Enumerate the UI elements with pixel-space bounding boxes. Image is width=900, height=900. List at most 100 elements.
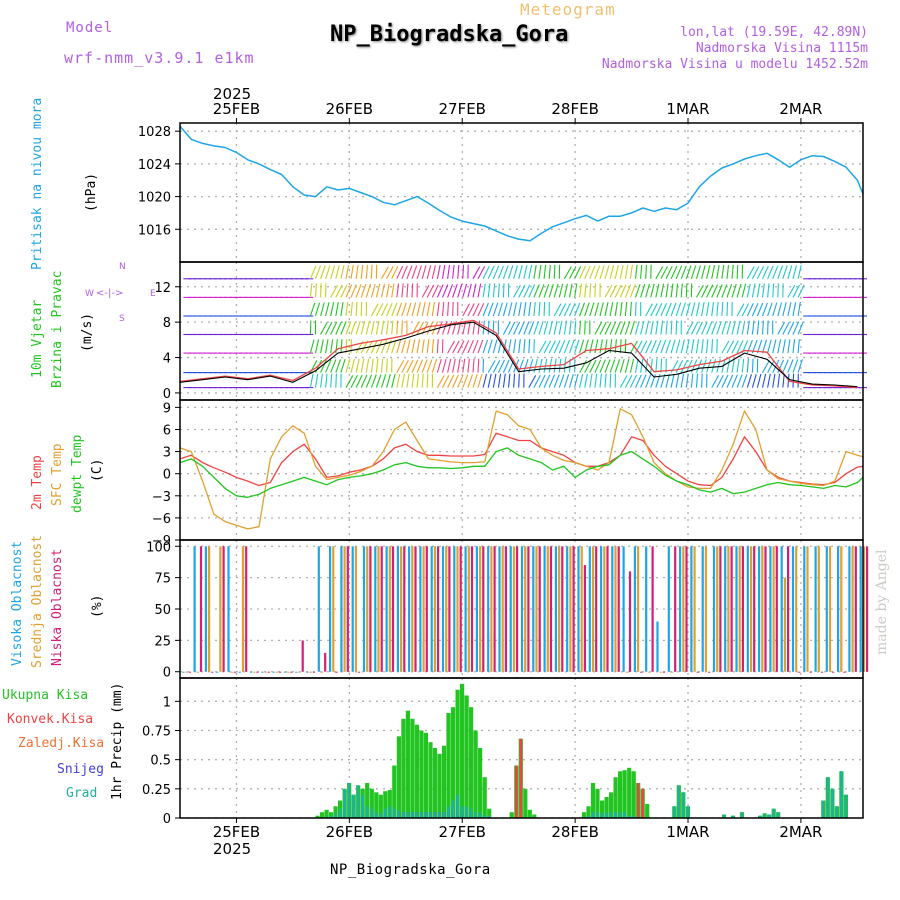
mid-cloud-bar — [230, 671, 233, 673]
wind-arrow — [640, 358, 644, 373]
graupel-bar — [763, 813, 766, 818]
wind-arrow — [325, 373, 328, 388]
wind-arrow — [472, 283, 477, 298]
wind-arrow — [523, 339, 526, 354]
mid-cloud-bar — [716, 546, 719, 672]
wind-arrow — [513, 373, 516, 388]
wind-arrow — [762, 360, 770, 373]
wind-arrow — [467, 303, 475, 317]
wind-arrow — [320, 265, 326, 279]
graupel-bar — [596, 812, 599, 818]
wind-arrow — [792, 359, 799, 373]
wind-arrow — [396, 283, 400, 298]
wind-arrow — [431, 359, 438, 373]
wind-arrow — [670, 302, 677, 317]
wind-arrow — [660, 283, 665, 298]
ytick-label: 100 — [146, 540, 171, 555]
wind-arrow — [569, 266, 577, 280]
wind-arrow — [711, 358, 717, 373]
total-rain-bar — [320, 812, 325, 818]
wind-arrow — [670, 265, 678, 280]
wind-arrow — [645, 340, 653, 354]
wind-arrow — [594, 359, 602, 373]
conv-rain-bar — [519, 738, 523, 818]
wind-arrow — [574, 302, 581, 317]
wind-arrow — [345, 321, 352, 335]
dewpt-label: dewpt Temp — [70, 434, 85, 513]
wind-arrow — [670, 339, 676, 354]
wind-arrow — [411, 359, 419, 373]
wind-arrow — [396, 339, 402, 354]
elevation-label: Nadmorska Visina 1115m — [695, 41, 868, 56]
low-cloud-bar — [787, 546, 790, 672]
wind-arrow — [477, 339, 484, 354]
wind-arrow — [396, 320, 399, 335]
watermark: made by Angel — [874, 549, 890, 656]
wind-arrow — [767, 339, 772, 354]
mid-cloud-bar — [253, 671, 256, 673]
wind-arrow — [401, 373, 406, 388]
low-cloud-bar — [199, 546, 203, 672]
mid-cloud-bar — [783, 577, 786, 672]
high-cloud-bar — [306, 671, 309, 673]
legend-conv-rain: Konvek.Kisa — [7, 712, 94, 727]
wind-arrow — [396, 360, 405, 373]
wind-arrow — [518, 284, 526, 298]
wind-arrow — [543, 284, 550, 298]
wind-arrow — [711, 264, 716, 279]
mid-cloud-bar — [264, 671, 267, 673]
high-cloud-bar — [554, 546, 557, 672]
total-rain-bar — [631, 771, 636, 818]
wind-arrow — [518, 373, 520, 388]
wind-arrow — [640, 320, 645, 335]
high-cloud-bar — [532, 546, 535, 672]
wind-arrow — [411, 373, 415, 388]
low-cloud-bar — [832, 671, 835, 673]
wind-arrow — [751, 283, 756, 298]
low-cloud-bar — [233, 671, 236, 673]
wind-arrow — [421, 265, 427, 279]
wind-arrow — [381, 266, 389, 280]
wind-arrow — [599, 359, 606, 373]
wind-arrow — [452, 301, 454, 317]
graupel-bar — [835, 806, 839, 818]
high-cloud-bar — [227, 546, 230, 672]
wind-arrow — [487, 339, 493, 354]
mid-cloud-bar — [512, 546, 515, 672]
low-cloud-label: Niska Oblacnost — [50, 548, 65, 666]
wind-arrow — [787, 339, 791, 354]
wind-arrow — [599, 373, 602, 388]
wind-arrow — [523, 265, 528, 279]
graupel-bar — [361, 794, 364, 818]
wind-arrow — [447, 358, 452, 373]
total-rain-bar — [383, 791, 388, 818]
high-cloud-bar — [712, 546, 716, 672]
wind-arrow — [614, 302, 618, 317]
total-rain-bar — [469, 707, 474, 818]
graupel-bar — [329, 815, 333, 818]
high-cloud-bar — [340, 546, 343, 672]
wind-arrow — [589, 359, 597, 373]
low-cloud-bar — [290, 671, 293, 673]
low-cloud-bar — [662, 671, 665, 673]
high-cloud-bar — [283, 671, 287, 673]
wind-arrow — [665, 302, 672, 317]
wind-arrow — [533, 321, 539, 335]
total-rain-bar — [455, 689, 460, 818]
wind-arrow — [701, 359, 707, 373]
wind-arrow — [579, 373, 584, 388]
wind-arrow — [655, 283, 660, 298]
graupel-bar — [673, 806, 676, 818]
low-cloud-bar — [708, 671, 711, 673]
wind-arrow — [523, 302, 527, 317]
low-cloud-bar — [516, 546, 519, 672]
wind-arrow — [690, 321, 699, 335]
wind-arrow — [558, 339, 566, 354]
wind-arrow — [695, 373, 699, 388]
graupel-bar — [460, 806, 464, 818]
wind-arrow — [579, 360, 587, 373]
wind-arrow — [533, 374, 541, 388]
lonlat-label: lon,lat (19.59E, 42.89N) — [680, 25, 868, 40]
wind-arrow — [330, 321, 338, 335]
wind-arrow — [457, 283, 463, 298]
